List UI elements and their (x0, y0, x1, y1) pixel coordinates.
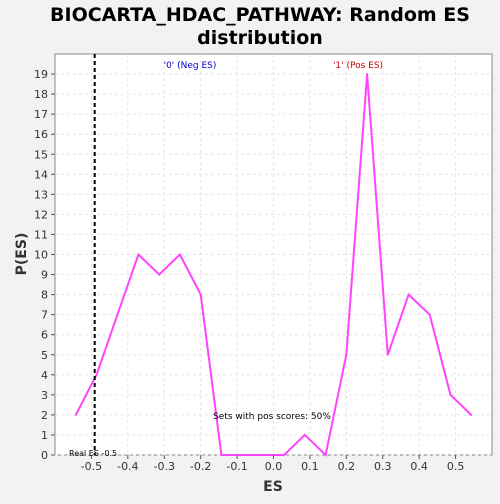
x-tick-label: 0.2 (338, 460, 356, 473)
y-tick-label: 9 (41, 269, 48, 282)
y-tick-label: 18 (34, 88, 48, 101)
data-point (449, 393, 452, 396)
x-tick-label: 0.3 (374, 460, 392, 473)
y-tick-label: 5 (41, 349, 48, 362)
x-tick-label: 0.5 (447, 460, 465, 473)
y-tick-label: 7 (41, 309, 48, 322)
data-point (428, 313, 431, 316)
x-axis-label: ES (263, 479, 283, 495)
data-point (303, 433, 306, 436)
x-tick-label: 0.4 (410, 460, 428, 473)
x-tick-label: 0.0 (265, 460, 283, 473)
data-point (283, 454, 286, 456)
data-point (178, 253, 181, 256)
grid (55, 54, 492, 456)
x-tick-label: -0.3 (154, 460, 175, 473)
y-tick-label: 2 (41, 409, 48, 422)
data-point (95, 373, 98, 376)
y-tick-label: 1 (41, 429, 48, 442)
data-point (386, 353, 389, 356)
x-tick-label: -0.2 (190, 460, 211, 473)
y-tick-label: 3 (41, 389, 48, 402)
data-point (366, 73, 369, 76)
y-tick-label: 19 (34, 68, 48, 81)
y-tick-label: 13 (34, 188, 48, 201)
y-axis-label: P(ES) (14, 233, 30, 276)
y-tick-label: 10 (34, 249, 48, 262)
x-tick-label: -0.4 (117, 460, 138, 473)
y-tick-label: 17 (34, 108, 48, 121)
pos-es-label: '1' (Pos ES) (333, 61, 383, 71)
y-tick-label: 15 (34, 148, 48, 161)
data-point (261, 454, 264, 456)
real-es-label: Real ES -0.5 (69, 449, 117, 458)
series-layer (74, 73, 473, 457)
neg-es-label: '0' (Neg ES) (164, 61, 217, 71)
x-tick-label: -0.1 (226, 460, 247, 473)
data-point (324, 454, 327, 456)
chart-title-line-1: BIOCARTA_HDAC_PATHWAY: Random ES (50, 4, 470, 26)
data-point (137, 253, 140, 256)
data-point (470, 413, 473, 416)
data-point (345, 353, 348, 356)
data-point (241, 454, 244, 456)
y-tick-label: 0 (41, 449, 48, 462)
data-point (220, 454, 223, 456)
data-point (199, 293, 202, 296)
axes: -0.5 -0.4 -0.3 -0.2 -0.1 0.0 0.1 0.2 0.3 0.4 0.5 0 1… (34, 68, 464, 473)
y-tick-label: 6 (41, 329, 48, 342)
data-point (74, 413, 77, 416)
y-tick-label: 12 (34, 208, 48, 221)
data-point (158, 273, 161, 276)
y-tick-label: 16 (34, 128, 48, 141)
chart-title-line-2: distribution (197, 27, 323, 49)
y-tick-label: 11 (34, 228, 48, 241)
data-point (407, 293, 410, 296)
x-tick-label: -0.5 (81, 460, 102, 473)
y-tick-label: 8 (41, 289, 48, 302)
y-tick-label: 14 (34, 168, 48, 181)
x-tick-label: 0.1 (301, 460, 319, 473)
y-tick-label: 4 (41, 369, 48, 382)
pos-scores-annotation: Sets with pos scores: 50% (213, 412, 331, 422)
